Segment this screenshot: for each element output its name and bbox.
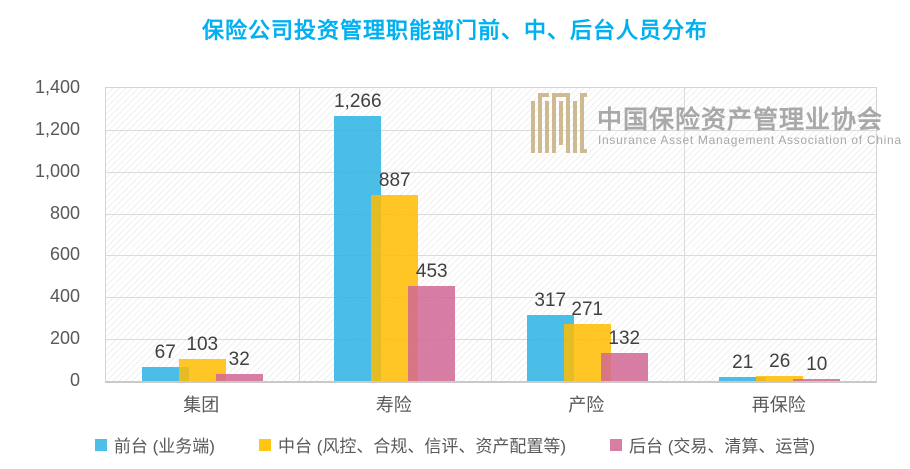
plot-area: 中国保险资产管理业协会 Insurance Asset Management A… xyxy=(105,87,901,383)
data-label: 103 xyxy=(186,334,219,356)
data-label: 26 xyxy=(769,350,791,372)
y-tick-label: 800 xyxy=(49,202,80,223)
data-label: 32 xyxy=(228,349,250,371)
v-gridline xyxy=(683,88,685,381)
legend-label: 中台 (风控、合规、信评、资产配置等) xyxy=(277,437,567,456)
data-label: 67 xyxy=(154,341,176,363)
x-category-label: 寿险 xyxy=(375,395,412,415)
iamac-logo-icon xyxy=(531,91,587,158)
legend-item: 后台 (交易、清算、运营) xyxy=(610,432,815,457)
data-label: 317 xyxy=(534,289,567,311)
bar xyxy=(178,359,226,381)
x-category-label: 产险 xyxy=(568,395,605,415)
y-tick-label: 200 xyxy=(49,328,80,349)
watermark-en-text: Insurance Asset Management Association o… xyxy=(598,133,902,147)
bar xyxy=(719,376,767,381)
data-label: 887 xyxy=(378,170,411,192)
legend-swatch-icon xyxy=(610,438,623,451)
legend-label: 前台 (业务端) xyxy=(113,437,215,456)
v-gridline xyxy=(491,88,492,381)
data-label: 10 xyxy=(806,353,828,375)
y-tick-label: 1,400 xyxy=(34,77,80,97)
bar xyxy=(141,366,189,381)
x-category-label: 再保险 xyxy=(751,395,806,415)
legend-swatch-icon xyxy=(94,438,107,451)
bar xyxy=(756,375,804,381)
y-tick-label: 0 xyxy=(69,370,80,390)
bar xyxy=(408,286,456,381)
y-tick-label: 400 xyxy=(49,286,80,307)
bar xyxy=(600,353,648,381)
data-label: 1,266 xyxy=(333,91,382,113)
data-label: 132 xyxy=(608,328,641,350)
legend-label: 后台 (交易、清算、运营) xyxy=(629,437,816,456)
x-category-label: 集团 xyxy=(183,395,220,415)
legend-item: 中台 (风控、合规、信评、资产配置等) xyxy=(258,432,567,457)
data-label: 21 xyxy=(732,351,754,373)
watermark-cn-text: 中国保险资产管理业协会 xyxy=(597,106,884,134)
bar xyxy=(793,378,841,381)
legend: 前台 (业务端) 中台 (风控、合规、信评、资产配置等) 后台 (交易、清算、运营) xyxy=(0,432,910,457)
legend-item: 前台 (业务端) xyxy=(94,432,215,457)
data-label: 271 xyxy=(571,299,604,321)
bar xyxy=(215,374,263,381)
y-tick-label: 1,200 xyxy=(34,118,80,139)
y-tick-label: 1,000 xyxy=(34,160,80,181)
legend-swatch-icon xyxy=(258,438,271,451)
y-tick-label: 600 xyxy=(49,244,80,265)
v-gridline xyxy=(298,88,300,381)
chart-title: 保险公司投资管理职能部门前、中、后台人员分布 xyxy=(201,18,708,43)
data-label: 453 xyxy=(415,261,448,283)
